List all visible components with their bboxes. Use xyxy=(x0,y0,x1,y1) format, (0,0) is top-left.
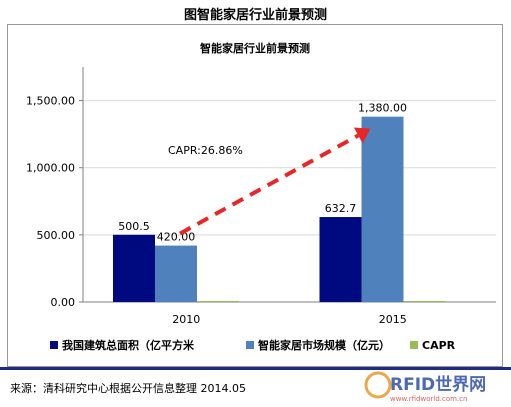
bar-value-label: 632.7 xyxy=(325,202,357,215)
bar-value-label: 420.00 xyxy=(157,231,196,244)
chart-svg: 智能家居行业前景预测 0.00 500.00 1,000.00 1,500.00 50… xyxy=(26,41,496,352)
y-tick-label: 0.00 xyxy=(51,296,76,309)
bar-2-2010 xyxy=(155,245,197,302)
legend-swatch xyxy=(246,341,254,349)
footer-divider xyxy=(0,367,511,370)
y-tick-label: 1,500.00 xyxy=(26,95,75,108)
legend-swatch xyxy=(50,341,58,349)
watermark-main-text: RFID世界网 xyxy=(390,375,486,395)
legend-swatch xyxy=(410,341,418,349)
bar-3-2015 xyxy=(403,301,446,302)
x-tick-label: 2010 xyxy=(172,313,200,326)
x-tick-label: 2015 xyxy=(379,313,407,326)
bar-2-2015 xyxy=(361,116,404,302)
page-title: 图智能家居行业前景预测 xyxy=(183,8,327,23)
trend-arrowhead-icon xyxy=(353,127,371,144)
chart-title: 智能家居行业前景预测 xyxy=(200,41,310,55)
bar-value-label: 1,380.00 xyxy=(358,102,407,115)
watermark-url-text: www.rfidworld.com.cn xyxy=(390,395,467,403)
legend-label: 我国建筑总面积（亿平方米 xyxy=(62,338,195,352)
bar-3-2010 xyxy=(197,301,239,302)
bar-1-2015 xyxy=(319,217,362,302)
logo-swirl-icon xyxy=(364,371,392,399)
bar-value-label: 500.5 xyxy=(118,220,150,233)
y-tick-label: 500.00 xyxy=(37,229,76,242)
chart-frame: 智能家居行业前景预测 0.00 500.00 1,000.00 1,500.00 50… xyxy=(7,24,503,367)
bar-1-2010 xyxy=(113,234,155,302)
trend-arrow-line xyxy=(179,133,360,236)
capr-annotation: CAPR:26.86% xyxy=(168,144,243,157)
y-tick-label: 1,000.00 xyxy=(26,162,75,175)
legend-label: CAPR xyxy=(422,339,456,352)
source-note: 来源：清科研究中心根据公开信息整理 2014.05 xyxy=(10,382,246,395)
legend-label: 智能家居市场规模（亿元） xyxy=(258,338,390,352)
rfid-watermark-logo: RFID世界网 www.rfidworld.com.cn xyxy=(364,371,486,403)
